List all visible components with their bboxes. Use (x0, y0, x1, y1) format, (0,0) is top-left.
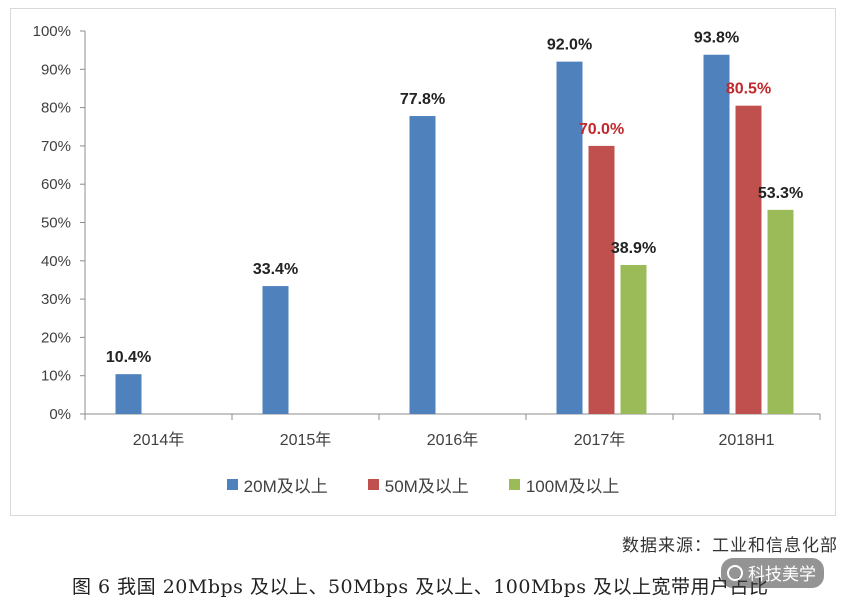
wechat-icon (727, 564, 743, 581)
y-tick-label: 50% (41, 215, 71, 232)
data-label-0-0: 10.4% (106, 349, 151, 366)
x-tick-label: 2016年 (427, 431, 479, 449)
x-tick-label: 2018H1 (718, 432, 774, 449)
y-tick-label: 0% (49, 406, 71, 423)
x-tick-label: 2015年 (280, 431, 332, 449)
y-tick-label: 70% (41, 138, 71, 155)
watermark-text: 科技美学 (748, 565, 816, 585)
bar-chart: 0%10%20%30%40%50%60%70%80%90%100% 2014年 2… (33, 23, 821, 449)
bar-1-3 (588, 145, 615, 414)
bars (115, 54, 794, 414)
bar-0-0 (115, 374, 142, 414)
legend-item-50m: 50M及以上 (367, 472, 469, 497)
legend-label-50m: 50M及以上 (384, 477, 469, 496)
x-axis: 2014年 2015年 2016年 2017年 2018H1 (84, 413, 821, 449)
bar-0-1 (262, 286, 289, 414)
data-label-0-4: 93.8% (694, 30, 739, 47)
y-tick-label: 80% (41, 100, 71, 117)
data-label-0-3: 92.0% (547, 37, 592, 54)
legend-item-100m: 100M及以上 (508, 472, 620, 497)
bar-0-3 (556, 61, 583, 414)
y-axis: 0% 10% 20% 30% 40% 50% 60% 70% 80% 90% 100% (33, 23, 86, 423)
data-label-2-3: 38.9% (611, 240, 656, 257)
data-label-0-2: 77.8% (400, 91, 445, 108)
figure-caption: 图 6 我国 20Mbps 及以上、50Mbps 及以上、100Mbps 及以上… (72, 576, 769, 598)
bar-1-4 (735, 105, 762, 414)
legend-item-20m: 20M及以上 (226, 472, 328, 497)
bar-2-4 (767, 209, 794, 414)
data-label-0-1: 33.4% (253, 261, 298, 278)
y-tick-label: 40% (41, 253, 71, 270)
bar-0-4 (703, 54, 730, 414)
legend-swatch-100m (508, 479, 520, 490)
bar-2-3 (620, 265, 647, 414)
data-source: 数据来源：工业和信息化部 (622, 536, 838, 556)
legend-label-100m: 100M及以上 (525, 477, 620, 496)
legend-swatch-50m (367, 479, 379, 490)
legend-swatch-20m (226, 479, 238, 490)
y-tick-label: 90% (41, 61, 71, 78)
watermark: 科技美学 (721, 558, 824, 588)
legend: 20M及以上 50M及以上 100M及以上 (0, 472, 846, 497)
y-tick-label: 100% (33, 23, 71, 40)
data-label-1-4: 80.5% (726, 81, 771, 98)
y-tick-label: 30% (41, 291, 71, 308)
data-labels: 10.4% 33.4% 77.8% 92.0% 93.8% 70.0% 80.5% 38.9%… (106, 30, 803, 366)
x-tick-label: 2014年 (133, 431, 185, 449)
y-tick-label: 20% (41, 329, 71, 346)
data-label-1-3: 70.0% (579, 121, 624, 138)
data-label-2-4: 53.3% (758, 185, 803, 202)
y-tick-label: 60% (41, 176, 71, 193)
x-tick-label: 2017年 (574, 431, 626, 449)
y-tick-label: 10% (41, 368, 71, 385)
bar-0-2 (409, 116, 436, 414)
legend-label-20m: 20M及以上 (243, 477, 328, 496)
